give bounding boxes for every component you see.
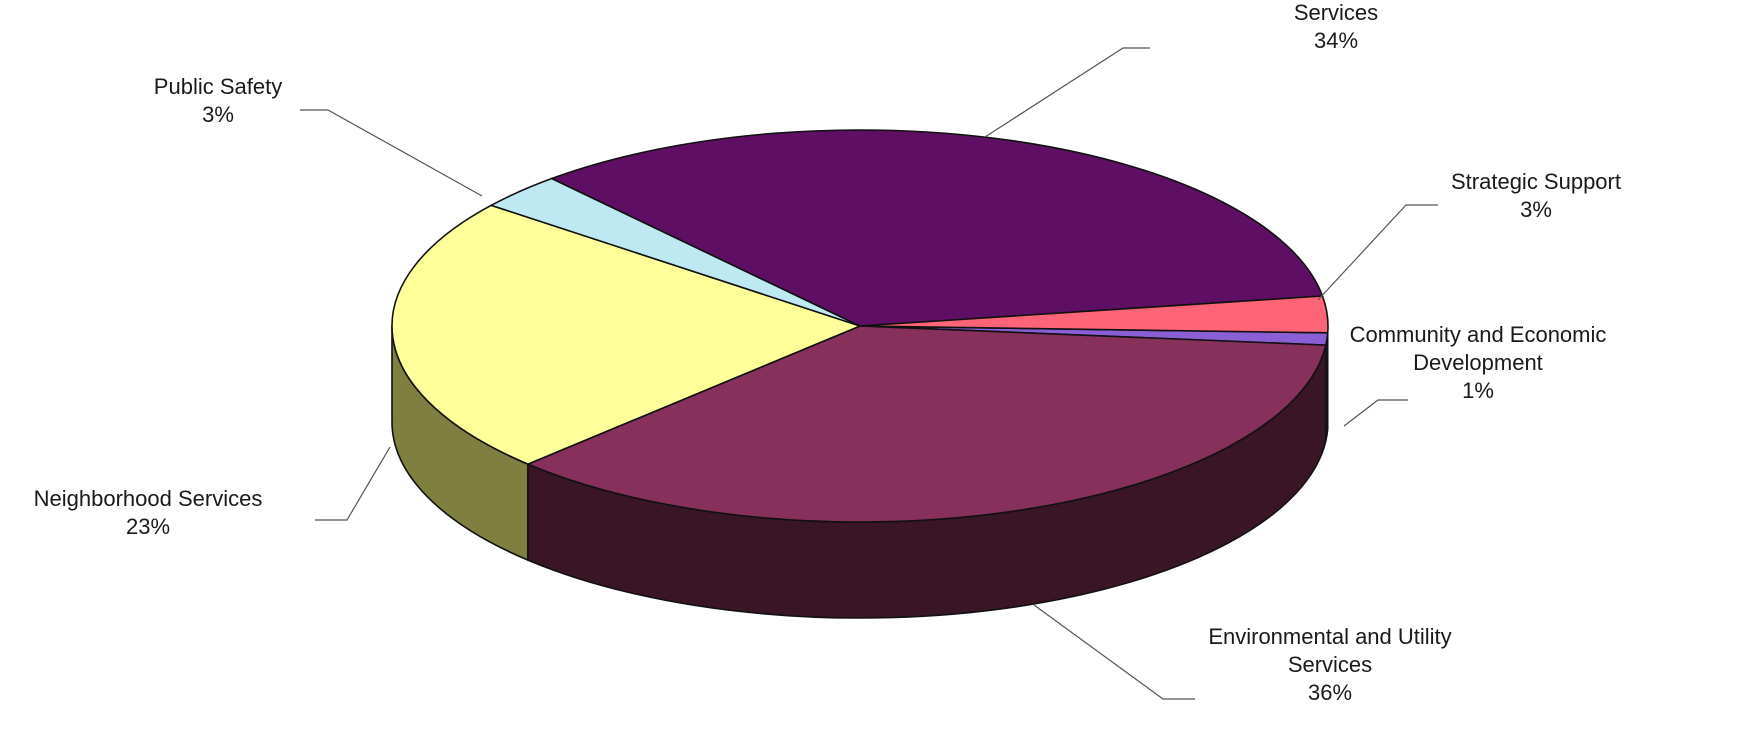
slice-percent-label: 36% <box>1308 680 1352 705</box>
leader-line-transportation-and-aviation-services <box>984 47 1150 138</box>
pie-slice-neighborhood-services <box>391 204 861 465</box>
slice-label-community-and-economic-development: Community and Economic Development 1% <box>1350 322 1607 403</box>
slice-label-environmental-and-utility-services: Environmental and Utility Services 36% <box>1208 624 1451 705</box>
slice-label-line: Development <box>1413 350 1543 375</box>
slice-percent-label: 3% <box>1520 197 1552 222</box>
pie-slice-environmental-and-utility-services <box>527 325 1327 523</box>
slice-label-line: Services <box>1288 652 1372 677</box>
slice-percent-label: 23% <box>126 514 170 539</box>
slice-percent-label: 34% <box>1314 28 1358 53</box>
pie-tops <box>391 129 1329 523</box>
slice-label-line: Neighborhood Services <box>34 486 263 511</box>
slice-label-line: Environmental and Utility <box>1208 624 1451 649</box>
leader-lines <box>300 47 1438 700</box>
slice-percent-label: 1% <box>1462 378 1494 403</box>
pie-slice-transportation-and-aviation-services <box>550 129 1324 327</box>
slice-labels: Community and Economic Development 1% Envir… <box>34 0 1621 705</box>
leader-line-strategic-support <box>1317 204 1438 301</box>
slice-label-public-safety: Public Safety 3% <box>154 74 282 127</box>
leader-line-neighborhood-services <box>315 446 391 521</box>
leader-line-public-safety <box>300 109 483 197</box>
slice-label-line: Strategic Support <box>1451 169 1621 194</box>
leader-line-community-and-economic-development <box>1343 399 1408 427</box>
slice-label-line: Public Safety <box>154 74 282 99</box>
leader-line-environmental-and-utility-services <box>1033 604 1195 700</box>
slice-label-transportation-and-aviation-services: Transportation and AviationServices34% <box>1203 0 1470 53</box>
slice-label-line: Community and Economic <box>1350 322 1607 347</box>
slice-label-line: Services <box>1294 0 1378 25</box>
slice-label-strategic-support: Strategic Support 3% <box>1451 169 1621 222</box>
slice-label-neighborhood-services: Neighborhood Services 23% <box>34 486 263 539</box>
slice-percent-label: 3% <box>202 102 234 127</box>
